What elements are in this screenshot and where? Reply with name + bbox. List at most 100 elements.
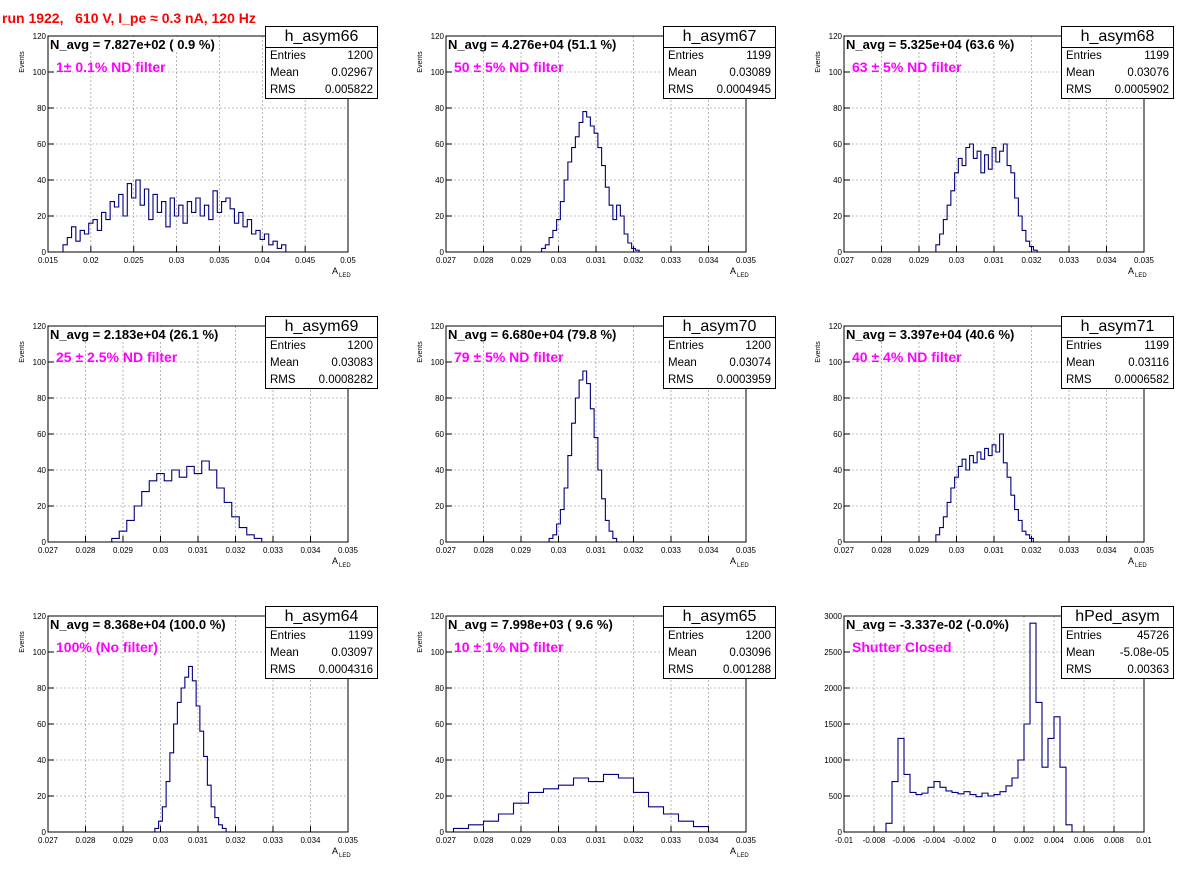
stats-row-rms: RMS 0.0004945 [664,82,775,99]
stats-value-entries: 45726 [1137,630,1169,642]
x-tick-label: 0.05 [340,256,356,265]
stats-value-rms: 0.0003959 [716,374,771,386]
x-tick-label: -0.01 [835,836,854,845]
filter-label: 63 ± 5% ND filter [852,59,962,75]
y-tick-label: 80 [37,104,46,113]
x-tick-label: 0.034 [1096,546,1117,555]
stats-label-mean: Mean [668,67,697,79]
y-tick-label: 20 [37,502,46,511]
x-axis-label-subscript: LED [1135,273,1147,279]
y-tick-label: 60 [435,720,444,729]
histogram-pad: 0.027 0.028 0.029 0.03 0.031 0.032 0.033 0.034 0… [796,290,1194,580]
stats-row-rms: RMS 0.0003959 [664,372,775,389]
x-tick-label: 0.025 [124,256,145,265]
y-tick-label: 0 [838,248,843,257]
stats-row-rms: RMS 0.0005902 [1062,82,1173,99]
y-tick-label: 60 [833,430,842,439]
x-tick-label: 0.008 [1104,836,1125,845]
stats-value-rms: 0.005822 [325,84,373,96]
stats-box: h_asym65 Entries 1200 Mean 0.03096 RMS 0.00128… [663,606,776,679]
stats-value-mean: 0.03076 [1127,67,1169,79]
stats-box-title: h_asym66 [266,27,377,48]
y-tick-label: 1500 [824,720,842,729]
stats-row-entries: Entries 1200 [266,338,377,355]
x-tick-label: 0.03 [949,546,965,555]
y-tick-label: 40 [833,466,842,475]
x-tick-label: 0.034 [300,546,321,555]
stats-value-rms: 0.0008282 [318,374,373,386]
stats-value-entries: 1199 [1144,50,1169,62]
x-tick-label: 0.033 [263,546,284,555]
x-tick-label: 0.02 [83,256,99,265]
histogram-pad: 0.027 0.028 0.029 0.03 0.031 0.032 0.033 0.034 0… [796,0,1194,290]
x-tick-label: 0.033 [661,836,682,845]
stats-label-mean: Mean [270,67,299,79]
x-axis-label-subscript: LED [339,853,351,859]
y-tick-label: 20 [435,212,444,221]
y-tick-label: 2000 [824,684,842,693]
stats-label-rms: RMS [1066,664,1092,676]
y-tick-label: 100 [431,648,445,657]
x-tick-label: -0.008 [863,836,886,845]
y-tick-label: 0 [42,248,47,257]
n-avg-label: N_avg = -3.337e-02 (-0.0%) [846,617,1009,632]
x-tick-label: 0.028 [75,546,96,555]
y-tick-label: 100 [431,358,445,367]
x-tick-label: 0.03 [153,836,169,845]
x-axis-label-subscript: LED [1135,563,1147,569]
stats-value-entries: 1200 [745,630,771,642]
filter-label: 100% (No filter) [56,639,158,655]
x-axis-label-subscript: LED [339,273,351,279]
x-tick-label: 0.027 [834,256,855,265]
x-tick-label: 0.035 [338,546,359,555]
stats-value-mean: 0.03074 [729,357,771,369]
x-tick-label: 0.031 [586,256,607,265]
stats-value-rms: 0.001288 [723,664,771,676]
stats-box-title: hPed_asym [1062,607,1173,628]
x-tick-label: 0.034 [698,256,719,265]
x-axis-label-subscript: LED [737,563,749,569]
x-tick-label: 0.033 [661,256,682,265]
stats-box-title: h_asym64 [266,607,377,628]
stats-label-mean: Mean [668,357,697,369]
histogram-line [935,143,1038,252]
stats-row-entries: Entries 1200 [266,48,377,65]
x-tick-label: -0.006 [893,836,916,845]
x-tick-label: 0.035 [1134,546,1155,555]
y-tick-label: 120 [829,32,843,41]
histogram-svg: 0.027 0.028 0.029 0.03 0.031 0.032 0.033 0.034 0… [815,322,1155,569]
x-tick-label: 0.035 [209,256,230,265]
x-axis-label: A [730,556,736,566]
n-avg-label: N_avg = 6.680e+04 (79.8 %) [448,327,617,342]
stats-row-entries: Entries 45726 [1062,628,1173,645]
histogram-pad: 0.027 0.028 0.029 0.03 0.031 0.032 0.033 0.034 0… [398,0,796,290]
histogram-pad: 0.015 0.02 0.025 0.03 0.035 0.04 0.045 0.05 0 20 4… [0,0,398,290]
stats-row-rms: RMS 0.00363 [1062,662,1173,679]
x-tick-label: -0.002 [953,836,976,845]
x-tick-label: 0.031 [984,546,1005,555]
x-tick-label: 0.01 [1136,836,1152,845]
n-avg-label: N_avg = 5.325e+04 (63.6 %) [846,37,1015,52]
y-axis-label: Events [815,341,822,363]
stats-box-title: h_asym70 [664,317,775,338]
x-tick-label: 0.027 [436,546,457,555]
x-axis-label: A [1128,556,1134,566]
stats-row-rms: RMS 0.005822 [266,82,377,99]
y-tick-label: 40 [435,176,444,185]
y-tick-label: 40 [435,466,444,475]
y-tick-label: 120 [33,612,47,621]
x-tick-label: 0.002 [1014,836,1035,845]
x-axis-label: A [1128,266,1134,276]
x-tick-label: 0.031 [188,836,209,845]
stats-label-mean: Mean [1066,357,1095,369]
stats-row-rms: RMS 0.0006582 [1062,372,1173,389]
histogram-line [541,111,640,252]
x-tick-label: 0.03 [169,256,185,265]
x-tick-label: 0.034 [1096,256,1117,265]
histogram-line [935,433,1034,542]
y-tick-label: 80 [37,394,46,403]
x-axis-label: A [332,266,338,276]
y-tick-label: 0 [440,248,445,257]
stats-label-entries: Entries [668,630,704,642]
n-avg-label: N_avg = 7.827e+02 ( 0.9 %) [50,37,215,52]
